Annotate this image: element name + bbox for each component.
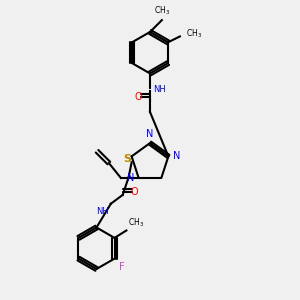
Text: CH$_3$: CH$_3$ — [128, 217, 144, 229]
Text: N: N — [173, 152, 180, 161]
Text: F: F — [119, 262, 124, 272]
Text: NH: NH — [153, 85, 166, 94]
Text: N: N — [127, 173, 134, 183]
Text: S: S — [123, 154, 131, 164]
Text: O: O — [131, 187, 138, 197]
Text: NH: NH — [97, 207, 109, 216]
Text: N: N — [146, 129, 154, 139]
Text: CH$_3$: CH$_3$ — [154, 5, 170, 17]
Text: O: O — [134, 92, 142, 102]
Text: CH$_3$: CH$_3$ — [186, 27, 202, 40]
